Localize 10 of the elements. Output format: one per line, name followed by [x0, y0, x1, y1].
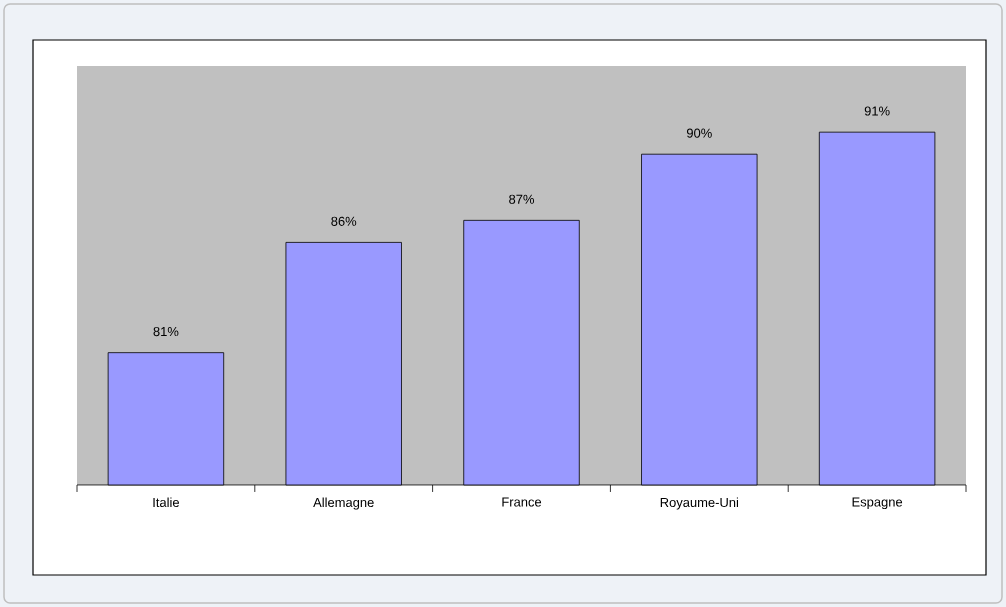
x-tick-label: Royaume-Uni — [660, 497, 738, 510]
x-tick-label: Allemagne — [313, 497, 374, 510]
data-label: 87% — [509, 194, 535, 204]
x-tick-label: France — [502, 497, 542, 507]
data-label: 90% — [686, 128, 712, 138]
x-tick-label: Italie — [153, 497, 180, 508]
x-tick-label: Espagne — [852, 497, 903, 510]
data-label: 91% — [864, 106, 890, 116]
data-label: 81% — [153, 326, 179, 337]
data-label: 86% — [331, 216, 357, 226]
